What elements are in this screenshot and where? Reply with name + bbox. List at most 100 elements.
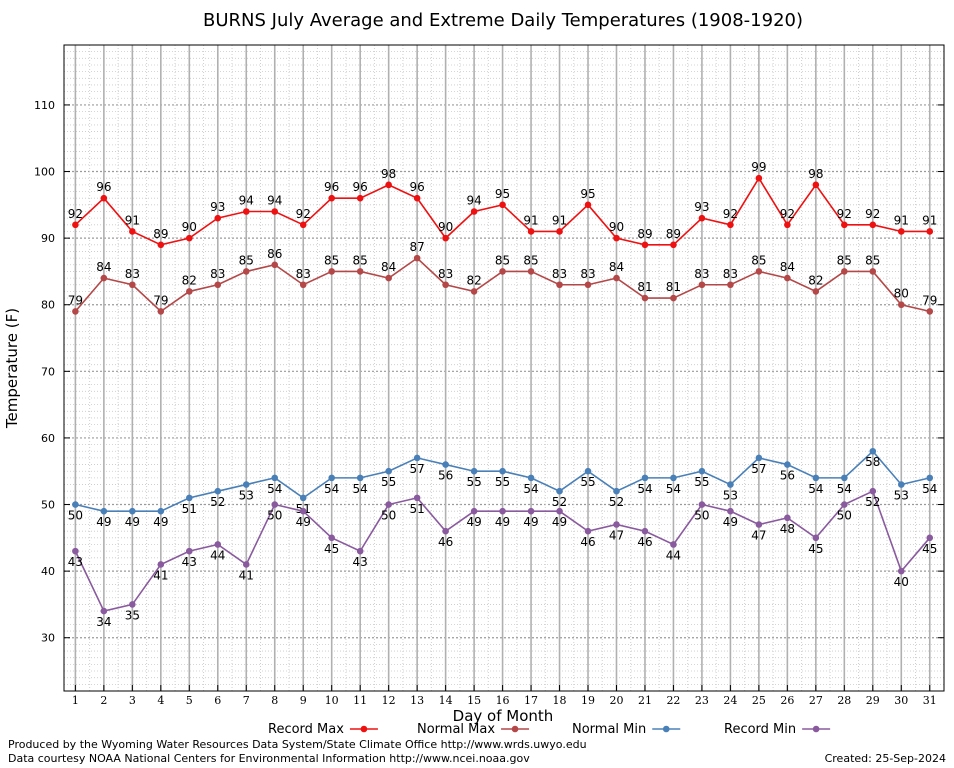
data-point-record-max <box>385 181 392 189</box>
data-point-normal-max <box>527 268 535 275</box>
x-tick-label: 17 <box>524 694 538 707</box>
data-point-normal-max <box>271 261 279 269</box>
data-point-normal-max <box>698 281 706 289</box>
data-point-normal-min <box>556 487 563 495</box>
data-label-record-min: 45 <box>324 542 339 556</box>
data-label-record-max: 94 <box>466 193 481 207</box>
data-point-normal-max <box>812 288 820 295</box>
data-label-normal-max: 79 <box>922 293 937 307</box>
data-label-record-max: 90 <box>438 220 453 234</box>
data-point-normal-max <box>499 268 506 275</box>
x-tick-label: 31 <box>923 694 937 707</box>
x-tick-label: 7 <box>243 694 250 707</box>
data-label-record-max: 91 <box>523 213 538 227</box>
data-point-normal-max <box>100 274 108 282</box>
data-label-normal-min: 57 <box>409 462 424 476</box>
x-tick-label: 11 <box>353 694 367 707</box>
x-axis-ticks: 1 2 3 4 5 6 7 8 9 10 11 12 13 14 15 16 17 18 19 20 21 22 23 24 2… <box>72 685 937 707</box>
data-point-normal-max <box>841 268 848 275</box>
x-tick-label: 22 <box>666 694 680 707</box>
data-point-normal-min <box>670 474 677 482</box>
series-group: 92 96 91 89 90 93 94 94 92 96 96 98 96 90 94 95 91 91 95 90… <box>68 160 938 629</box>
data-label-record-min: 50 <box>267 509 282 523</box>
y-axis-ticks: 30 40 50 60 70 80 90 100 110 <box>34 99 944 645</box>
data-point-record-max <box>214 214 222 222</box>
data-label-record-min: 47 <box>609 529 624 543</box>
data-label-normal-min: 54 <box>637 482 652 496</box>
plot-background <box>64 45 944 691</box>
data-label-normal-min: 52 <box>210 495 225 509</box>
data-point-normal-max <box>356 268 364 275</box>
data-label-normal-max: 81 <box>637 280 652 294</box>
data-point-record-min <box>841 501 848 508</box>
data-label-normal-min: 54 <box>922 482 937 496</box>
x-tick-label: 21 <box>638 694 652 707</box>
data-point-normal-min <box>499 467 506 475</box>
data-label-normal-min: 56 <box>780 469 795 483</box>
y-tick-label: 40 <box>41 565 55 578</box>
data-point-normal-max <box>413 254 421 262</box>
data-point-record-min <box>869 487 877 495</box>
data-point-normal-min <box>442 461 449 468</box>
data-point-normal-max <box>926 308 934 315</box>
data-label-record-max: 92 <box>296 207 311 221</box>
data-point-record-max <box>727 221 734 229</box>
data-label-normal-min: 54 <box>666 482 681 496</box>
data-label-normal-max: 82 <box>466 273 481 287</box>
data-label-normal-min: 54 <box>353 482 368 496</box>
data-label-normal-min: 55 <box>381 475 396 489</box>
data-label-normal-max: 83 <box>552 267 567 281</box>
data-point-normal-min <box>698 467 706 475</box>
data-label-record-max: 95 <box>580 187 595 201</box>
data-label-record-max: 94 <box>239 193 254 207</box>
legend-marker-normal-min <box>662 725 670 733</box>
data-label-record-max: 99 <box>751 160 766 174</box>
data-label-normal-max: 83 <box>580 267 595 281</box>
data-label-record-min: 48 <box>780 522 795 536</box>
data-label-record-max: 93 <box>694 200 709 214</box>
data-label-record-max: 91 <box>125 213 140 227</box>
data-point-record-min <box>812 534 820 542</box>
data-label-normal-max: 83 <box>210 267 225 281</box>
data-point-normal-min <box>869 447 877 455</box>
data-label-normal-min: 53 <box>239 489 254 503</box>
data-point-normal-max <box>214 281 222 289</box>
data-point-record-max <box>755 174 763 182</box>
data-label-normal-max: 85 <box>523 253 538 267</box>
footer-data-courtesy: Data courtesy NOAA National Centers for … <box>8 752 530 765</box>
data-point-record-min <box>442 527 449 535</box>
data-point-normal-max <box>442 281 449 289</box>
data-point-record-min <box>527 507 535 515</box>
data-label-record-min: 35 <box>125 608 140 622</box>
data-label-normal-max: 84 <box>381 260 396 274</box>
data-point-record-max <box>299 221 307 229</box>
data-point-normal-max <box>869 268 877 275</box>
data-point-record-min <box>299 507 307 515</box>
y-axis-label: Temperature (F) <box>3 308 21 429</box>
data-label-record-max: 93 <box>210 200 225 214</box>
data-label-normal-max: 83 <box>296 267 311 281</box>
data-label-normal-max: 85 <box>495 253 510 267</box>
data-point-normal-min <box>584 467 592 475</box>
data-label-normal-max: 84 <box>609 260 624 274</box>
data-point-record-min <box>698 501 706 508</box>
data-label-record-max: 92 <box>68 207 83 221</box>
data-label-normal-max: 83 <box>125 267 140 281</box>
data-label-normal-min: 53 <box>723 489 738 503</box>
data-point-normal-min <box>242 481 250 488</box>
x-tick-label: 12 <box>382 694 396 707</box>
data-label-record-min: 49 <box>523 515 538 529</box>
data-point-record-max <box>328 194 336 202</box>
y-tick-label: 100 <box>34 166 55 179</box>
data-point-normal-max <box>556 281 563 289</box>
data-point-normal-min <box>214 487 222 495</box>
x-tick-label: 23 <box>695 694 709 707</box>
data-point-record-max <box>72 221 79 229</box>
data-point-record-max <box>584 201 592 209</box>
data-label-record-max: 91 <box>552 213 567 227</box>
data-label-normal-min: 51 <box>182 502 197 516</box>
data-label-record-max: 96 <box>324 180 339 194</box>
data-point-record-min <box>470 507 478 515</box>
data-point-normal-min <box>727 481 734 488</box>
